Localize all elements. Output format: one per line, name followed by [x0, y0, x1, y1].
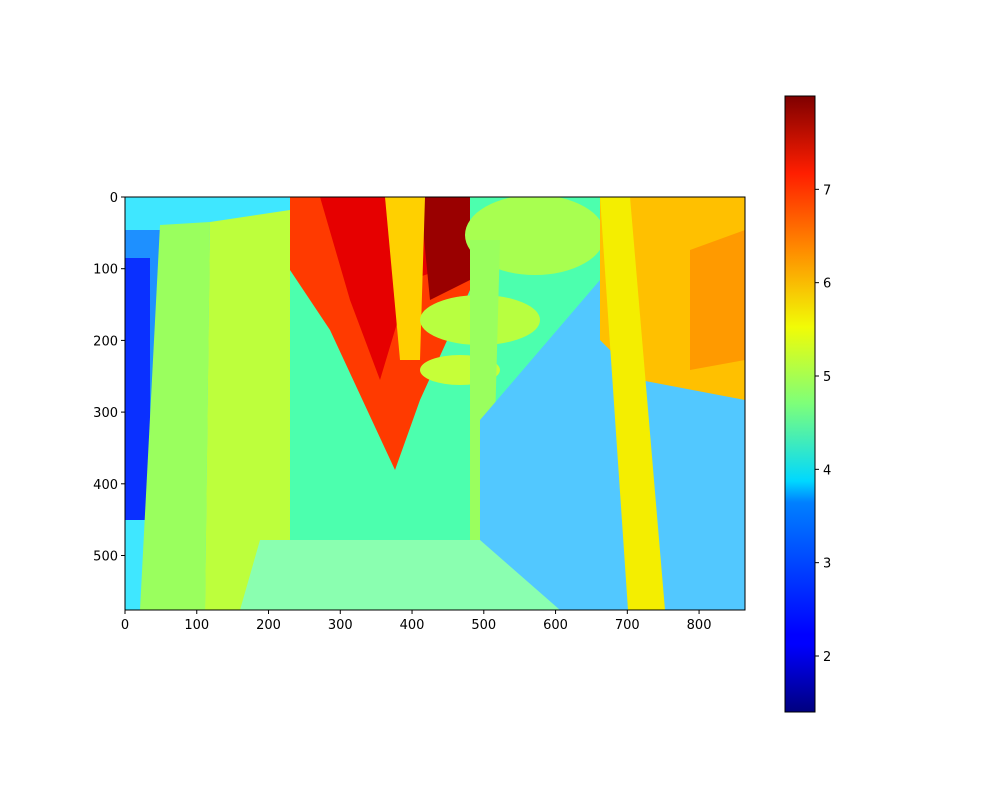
- heatmap-image: [125, 197, 745, 610]
- colorbar-tick-label: 6: [823, 277, 831, 292]
- y-tick-label: 200: [93, 334, 118, 349]
- x-tick-label: 800: [687, 618, 712, 633]
- colorbar-tick-label: 5: [823, 370, 831, 385]
- y-tick-label: 0: [110, 191, 118, 206]
- colorbar: [784, 95, 816, 713]
- x-tick-label: 600: [543, 618, 568, 633]
- colorbar-tick-label: 4: [823, 463, 831, 478]
- colorbar-tick-label: 3: [823, 557, 831, 572]
- y-tick-label: 500: [93, 550, 118, 565]
- plot-frame: [124, 196, 746, 611]
- x-axis: 0 100 200 300 400 500 600 700 800: [121, 610, 712, 633]
- colorbar-tick-label: 7: [823, 183, 831, 198]
- colorbar-axis: 2 3 4 5 6 7: [815, 183, 831, 665]
- y-tick-label: 100: [93, 263, 118, 278]
- x-tick-label: 300: [328, 618, 353, 633]
- x-tick-label: 500: [471, 618, 496, 633]
- y-tick-label: 300: [93, 406, 118, 421]
- colorbar-tick-label: 2: [823, 650, 831, 665]
- x-tick-label: 700: [615, 618, 640, 633]
- y-tick-label: 400: [93, 478, 118, 493]
- x-tick-label: 200: [256, 618, 281, 633]
- x-tick-label: 0: [121, 618, 129, 633]
- x-tick-label: 400: [400, 618, 425, 633]
- y-axis: 0 100 200 300 400 500: [93, 191, 125, 565]
- x-tick-label: 100: [184, 618, 209, 633]
